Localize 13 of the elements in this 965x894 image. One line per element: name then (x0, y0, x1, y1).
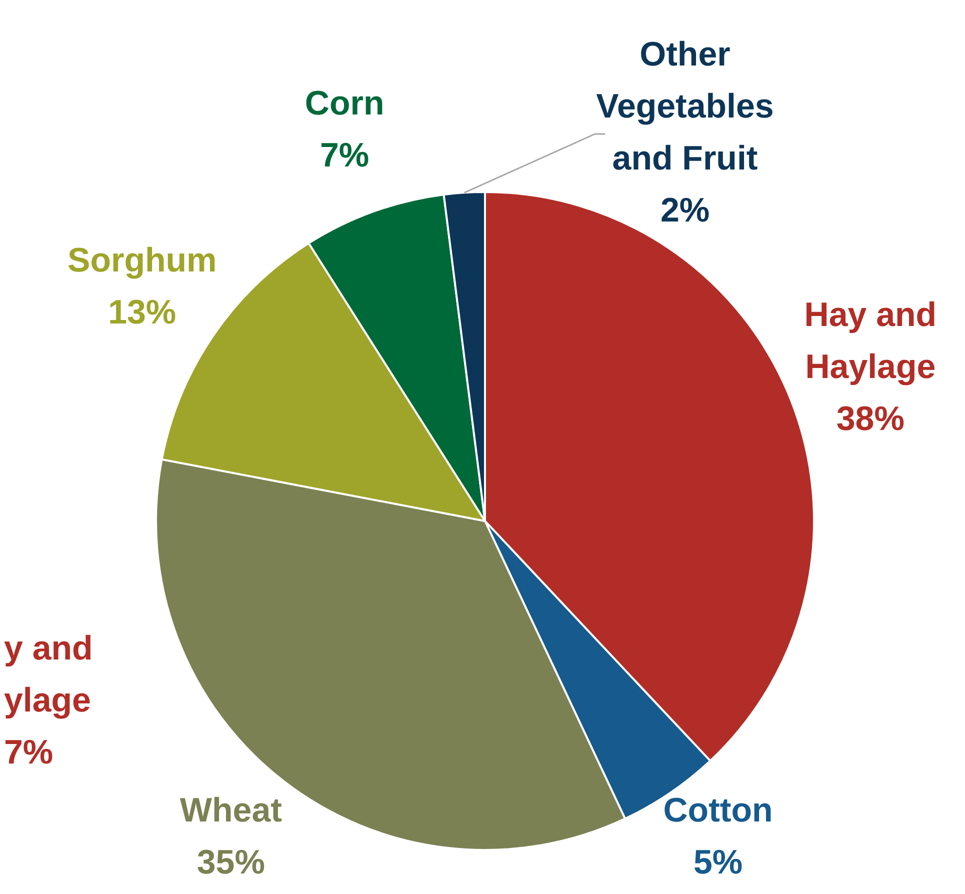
slice-label: Hay and Haylage (804, 296, 937, 386)
data-label: 7% (320, 136, 370, 174)
data-label: 5% (693, 843, 743, 882)
slice-label: Sorghum (68, 241, 217, 280)
slice-label: Cotton (663, 791, 773, 830)
data-label: 2% (660, 191, 710, 230)
data-label: 13% (108, 293, 176, 332)
slice-label: Wheat (180, 791, 282, 830)
data-label: 35% (196, 843, 265, 882)
data-label: 38% (836, 400, 904, 438)
slice-label: Corn (304, 84, 384, 122)
slice-label: Other Vegetables and Fruit (596, 35, 774, 178)
text: y and ylage 7% (4, 629, 93, 772)
